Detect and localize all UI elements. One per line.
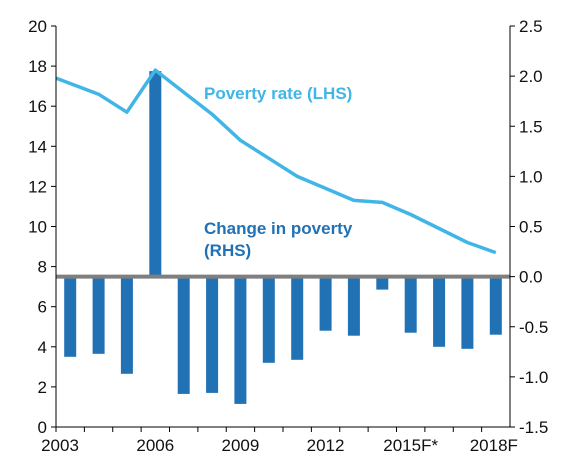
bar-2011 [291,276,304,360]
right-tick-label: 2.5 [519,17,543,36]
left-tick-label: 4 [38,338,47,357]
x-tick-label: 2012 [307,436,345,455]
x-tick-label: 2018F [470,436,518,455]
poverty-rate-line [55,68,497,255]
bar-2017F [461,276,474,349]
left-axis-ticks: 0 2 4 6 8 10 12 14 16 18 20 [28,17,56,437]
x-axis-ticks: 2003 2006 2009 2012 2015F* 2018F [41,427,518,455]
bar-2005 [120,276,133,374]
left-tick-label: 20 [28,17,47,36]
x-tick-label: 2015F* [383,436,438,455]
bar-2014 [376,276,389,290]
left-tick-label: 6 [38,298,47,317]
change-in-poverty-label: Change in poverty (RHS) [204,219,353,260]
left-tick-label: 8 [38,258,47,277]
bar-2015F* [404,276,417,333]
bars-group [64,71,502,404]
x-tick-label: 2009 [222,436,260,455]
bar-2016F [433,276,446,347]
left-tick-label: 14 [28,137,47,156]
left-tick-label: 16 [28,97,47,116]
right-tick-label: -0.5 [519,318,548,337]
bar-2003 [64,276,77,357]
bar-2006 [149,71,162,277]
x-tick-label: 2006 [136,436,174,455]
bar-2013 [347,276,360,336]
change-in-poverty-label-line: Change in poverty [204,219,353,238]
right-tick-label: 1.5 [519,117,543,136]
bar-2009 [234,276,247,404]
right-tick-label: 0.0 [519,268,543,287]
left-tick-label: 12 [28,177,47,196]
bar-2008 [206,276,219,393]
bar-2007 [177,276,190,394]
right-tick-label: -1.0 [519,368,548,387]
bar-2004 [92,276,105,354]
poverty-rate-label: Poverty rate (LHS) [204,84,352,103]
right-axis-ticks: -1.5 -1.0 -0.5 0.0 0.5 1.0 1.5 2.0 2.5 [510,17,548,437]
right-tick-label: -1.5 [519,418,548,437]
change-in-poverty-label-line: (RHS) [204,241,251,260]
left-tick-label: 2 [38,378,47,397]
right-tick-label: 0.5 [519,218,543,237]
right-tick-label: 1.0 [519,167,543,186]
bar-2018F [489,276,502,335]
bar-2010 [262,276,275,363]
right-tick-label: 2.0 [519,67,543,86]
x-tick-label: 2003 [41,436,79,455]
left-tick-label: 0 [38,418,47,437]
left-tick-label: 18 [28,57,47,76]
bar-2012 [319,276,332,331]
left-tick-label: 10 [28,218,47,237]
